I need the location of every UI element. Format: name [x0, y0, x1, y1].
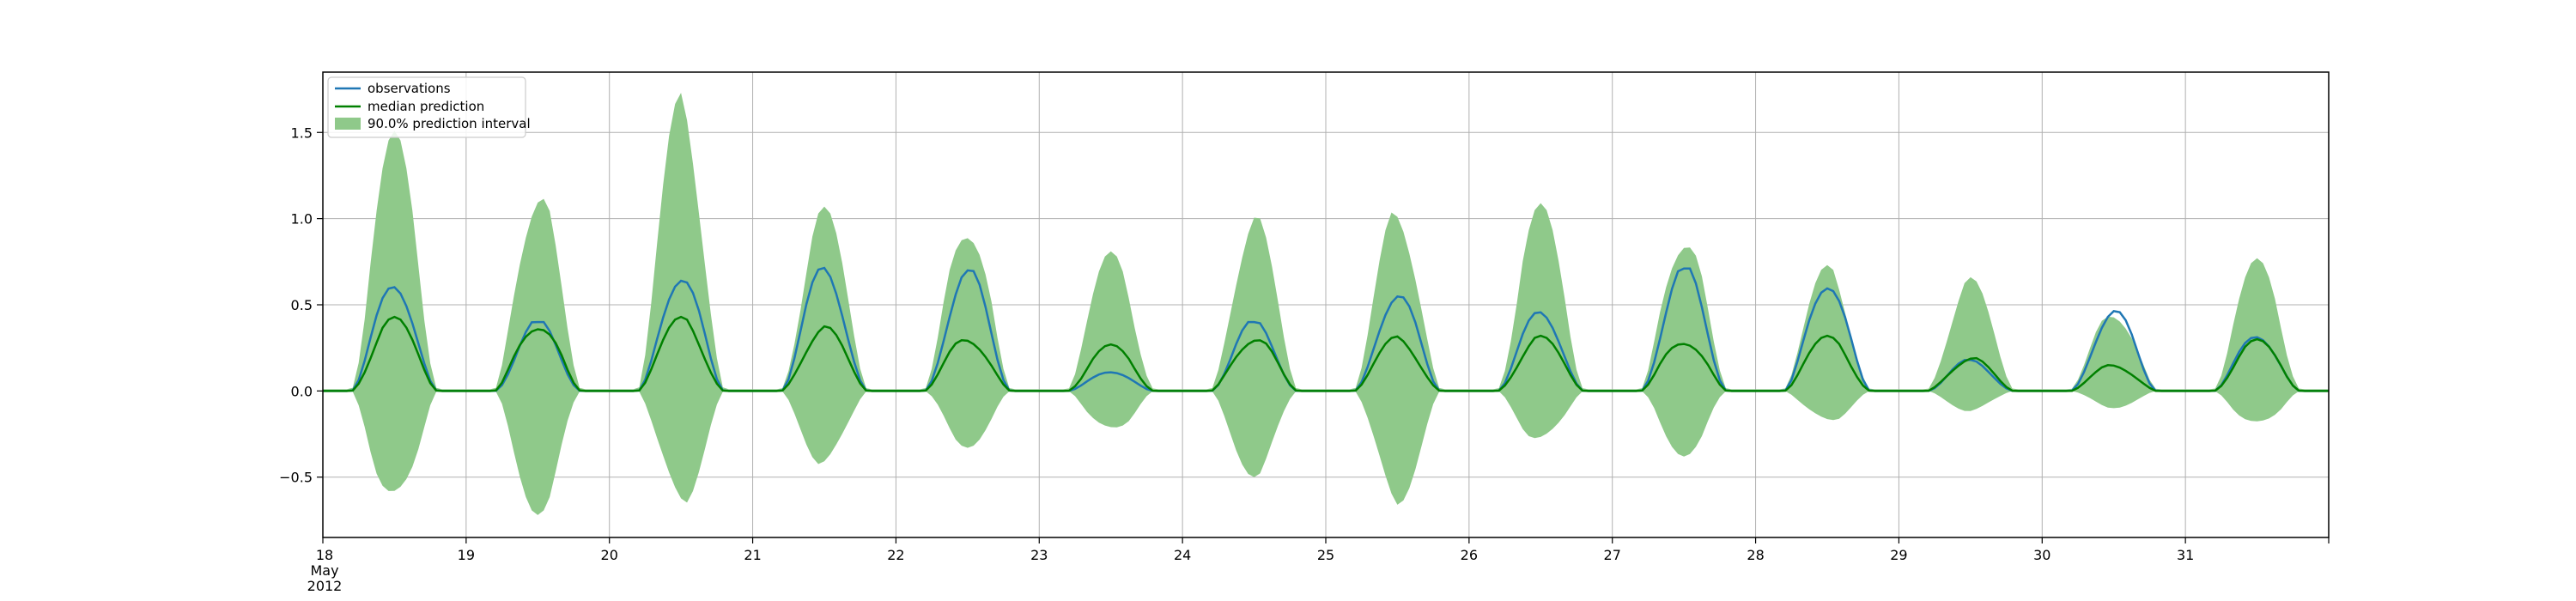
- x-tick-label: 27: [1604, 547, 1621, 563]
- y-tick-label: 1.0: [291, 211, 313, 228]
- y-tick-label: 0.0: [291, 383, 313, 399]
- series-lines: [323, 266, 2329, 392]
- prediction-interval-area: [323, 93, 2329, 515]
- legend-median-label: median prediction: [368, 99, 484, 114]
- x-tick-label: 19: [458, 547, 475, 563]
- prediction-interval-band: [323, 93, 2329, 515]
- legend-interval-label: 90.0% prediction interval: [368, 116, 531, 131]
- y-tick-label: 1.5: [291, 124, 313, 141]
- legend-interval-swatch: [335, 118, 361, 130]
- y-tick-label: −0.5: [279, 470, 313, 486]
- x-tick-label: 20: [601, 547, 618, 563]
- x-tick-label: 25: [1317, 547, 1334, 563]
- x-tick-label: 23: [1030, 547, 1048, 563]
- x-tick-label: 26: [1461, 547, 1478, 563]
- x-tick-sublabel: May: [310, 562, 338, 579]
- x-tick-label: 21: [744, 547, 761, 563]
- x-tick-label: 29: [1890, 547, 1907, 563]
- x-tick-label: 31: [2177, 547, 2194, 563]
- legend-observations-label: observations: [368, 81, 451, 96]
- x-tick-label: 30: [2033, 547, 2050, 563]
- x-tick-sublabel: 2012: [307, 578, 343, 594]
- x-tick-label: 24: [1174, 547, 1191, 563]
- x-tick-label: 18: [316, 547, 333, 563]
- x-tick-label: 28: [1747, 547, 1764, 563]
- legend-box: [327, 76, 526, 138]
- y-tick-label: 0.5: [291, 297, 313, 313]
- legend: observations median prediction 90.0% pre…: [327, 76, 531, 138]
- median-prediction-line: [323, 315, 2329, 392]
- x-tick-label: 22: [887, 547, 904, 563]
